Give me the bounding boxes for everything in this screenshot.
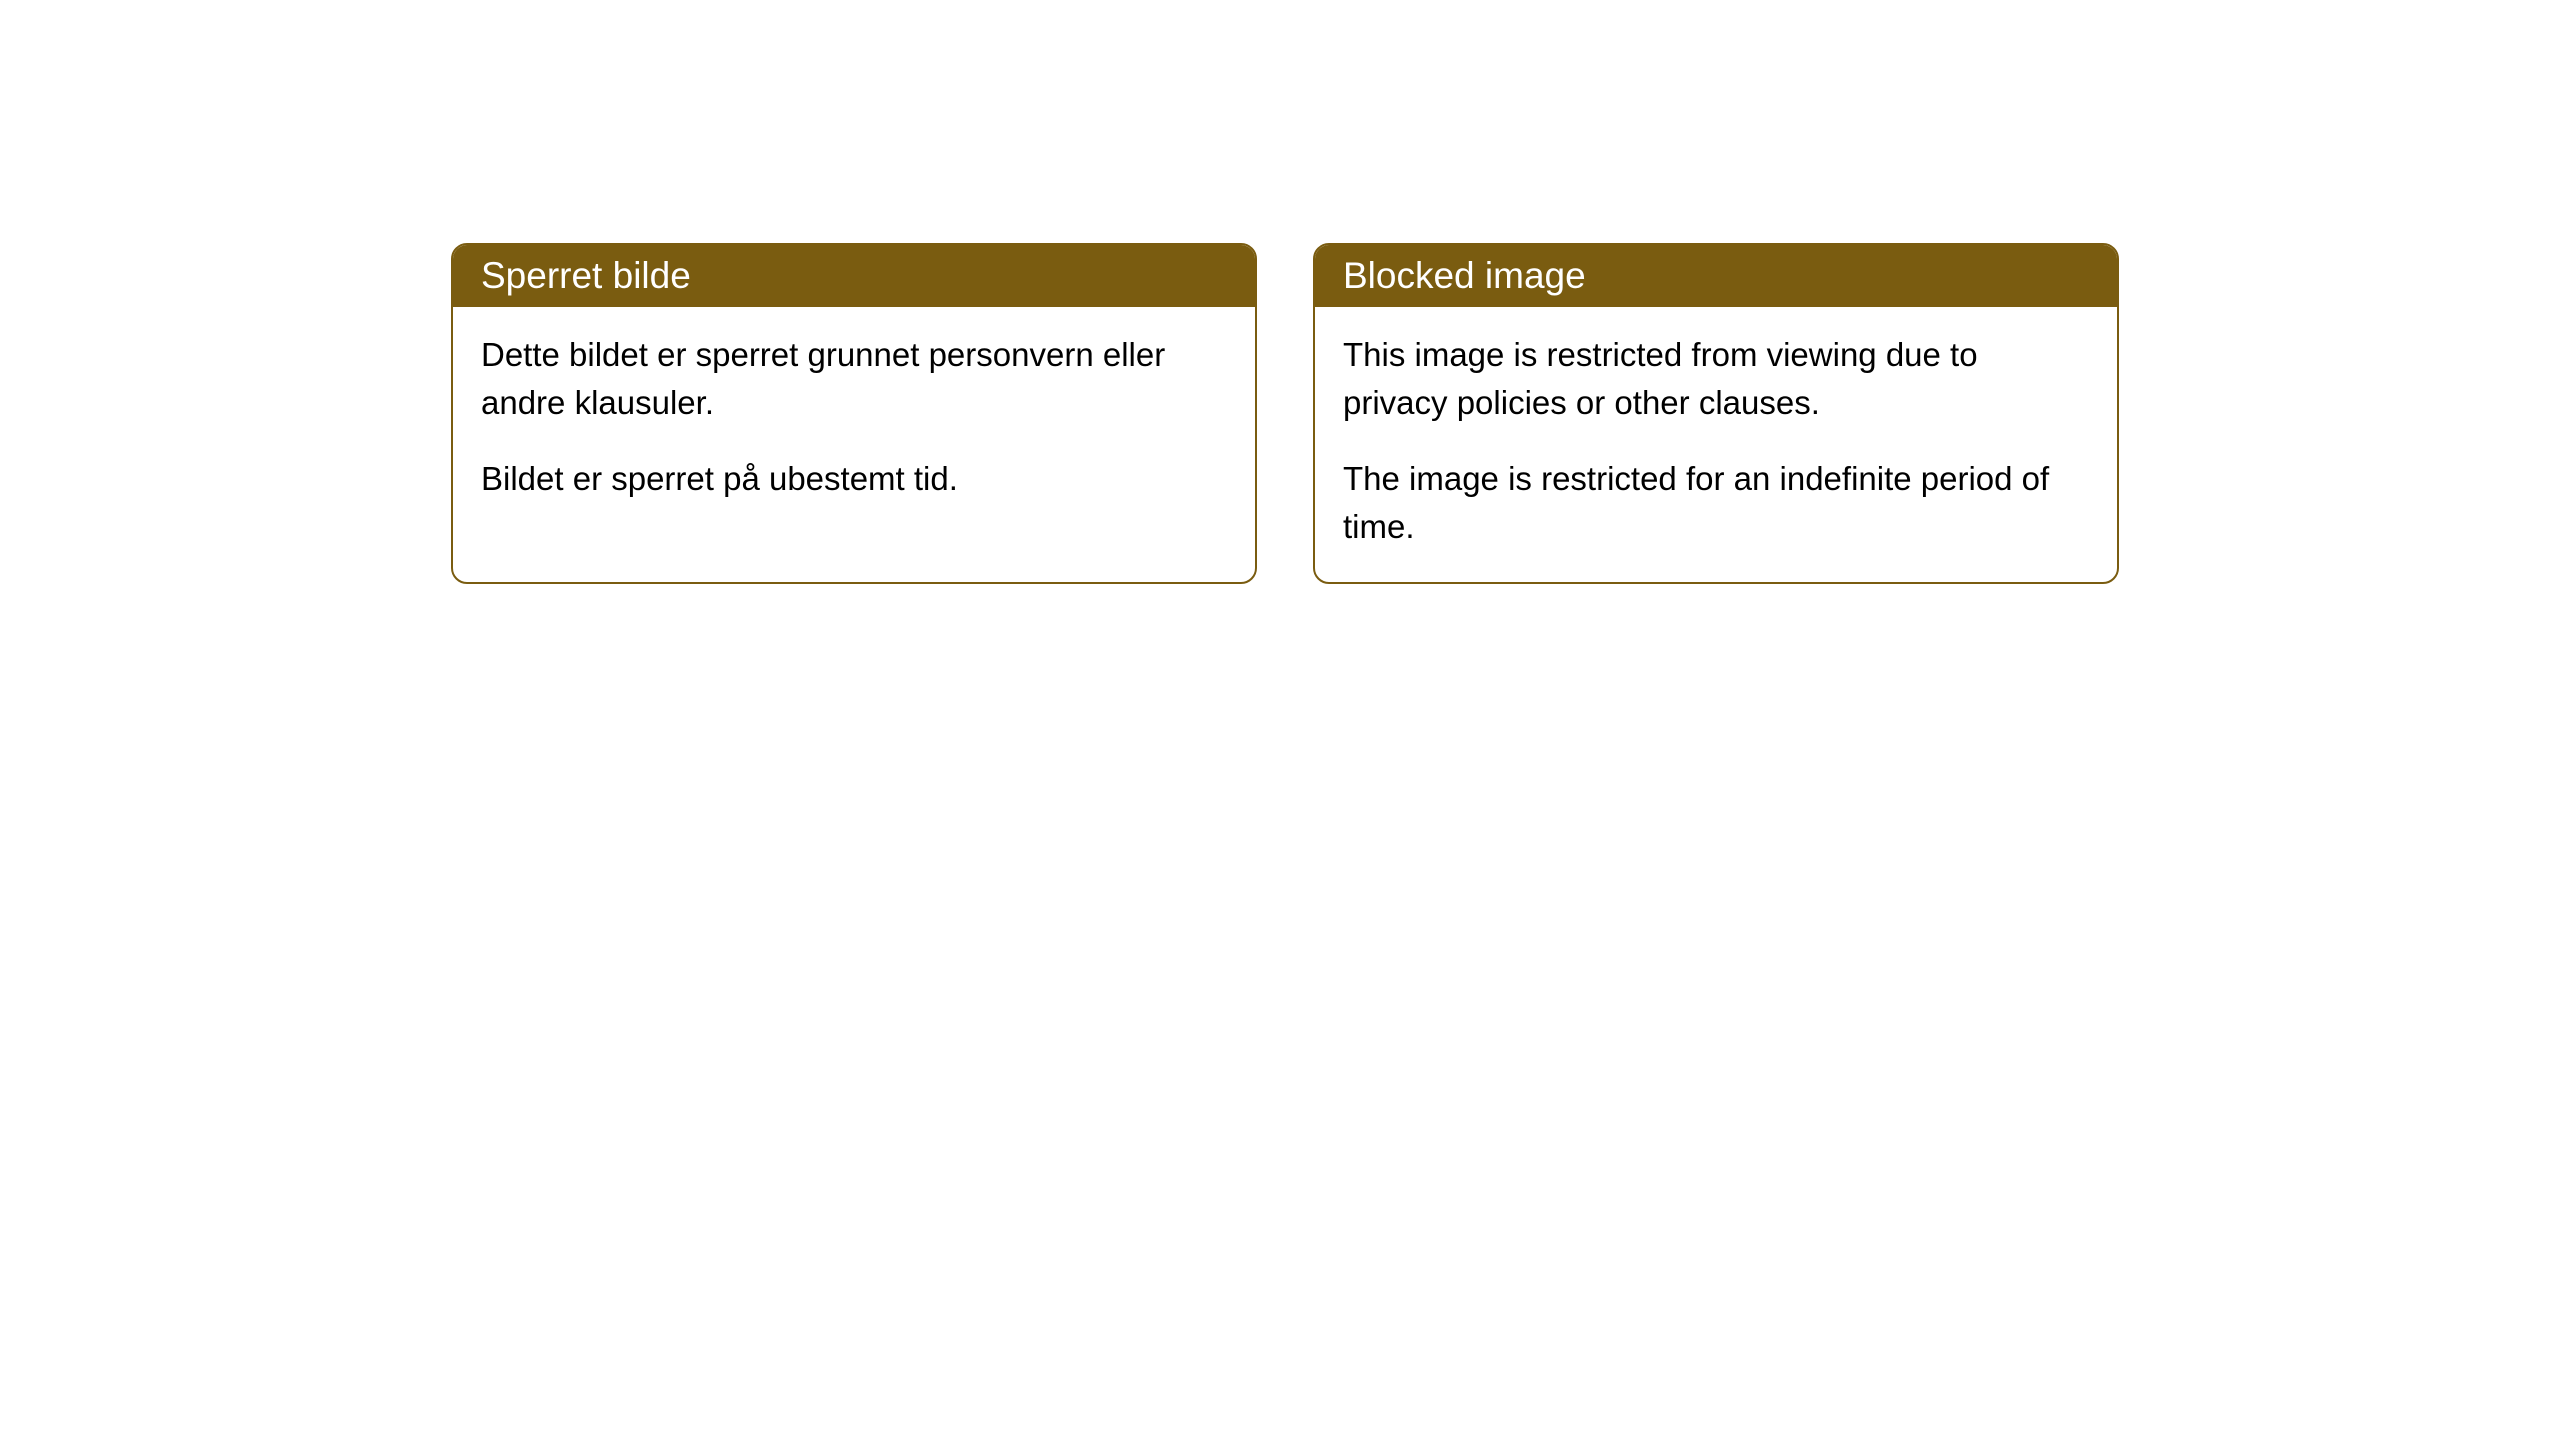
card-header-no: Sperret bilde [453, 245, 1255, 307]
card-paragraph-1-no: Dette bildet er sperret grunnet personve… [481, 331, 1227, 427]
card-paragraph-2-no: Bildet er sperret på ubestemt tid. [481, 455, 1227, 503]
card-header-en: Blocked image [1315, 245, 2117, 307]
card-paragraph-2-en: The image is restricted for an indefinit… [1343, 455, 2089, 551]
blocked-image-card-en: Blocked image This image is restricted f… [1313, 243, 2119, 584]
notice-container: Sperret bilde Dette bildet er sperret gr… [0, 0, 2560, 584]
blocked-image-card-no: Sperret bilde Dette bildet er sperret gr… [451, 243, 1257, 584]
card-body-no: Dette bildet er sperret grunnet personve… [453, 307, 1255, 535]
card-body-en: This image is restricted from viewing du… [1315, 307, 2117, 582]
card-paragraph-1-en: This image is restricted from viewing du… [1343, 331, 2089, 427]
